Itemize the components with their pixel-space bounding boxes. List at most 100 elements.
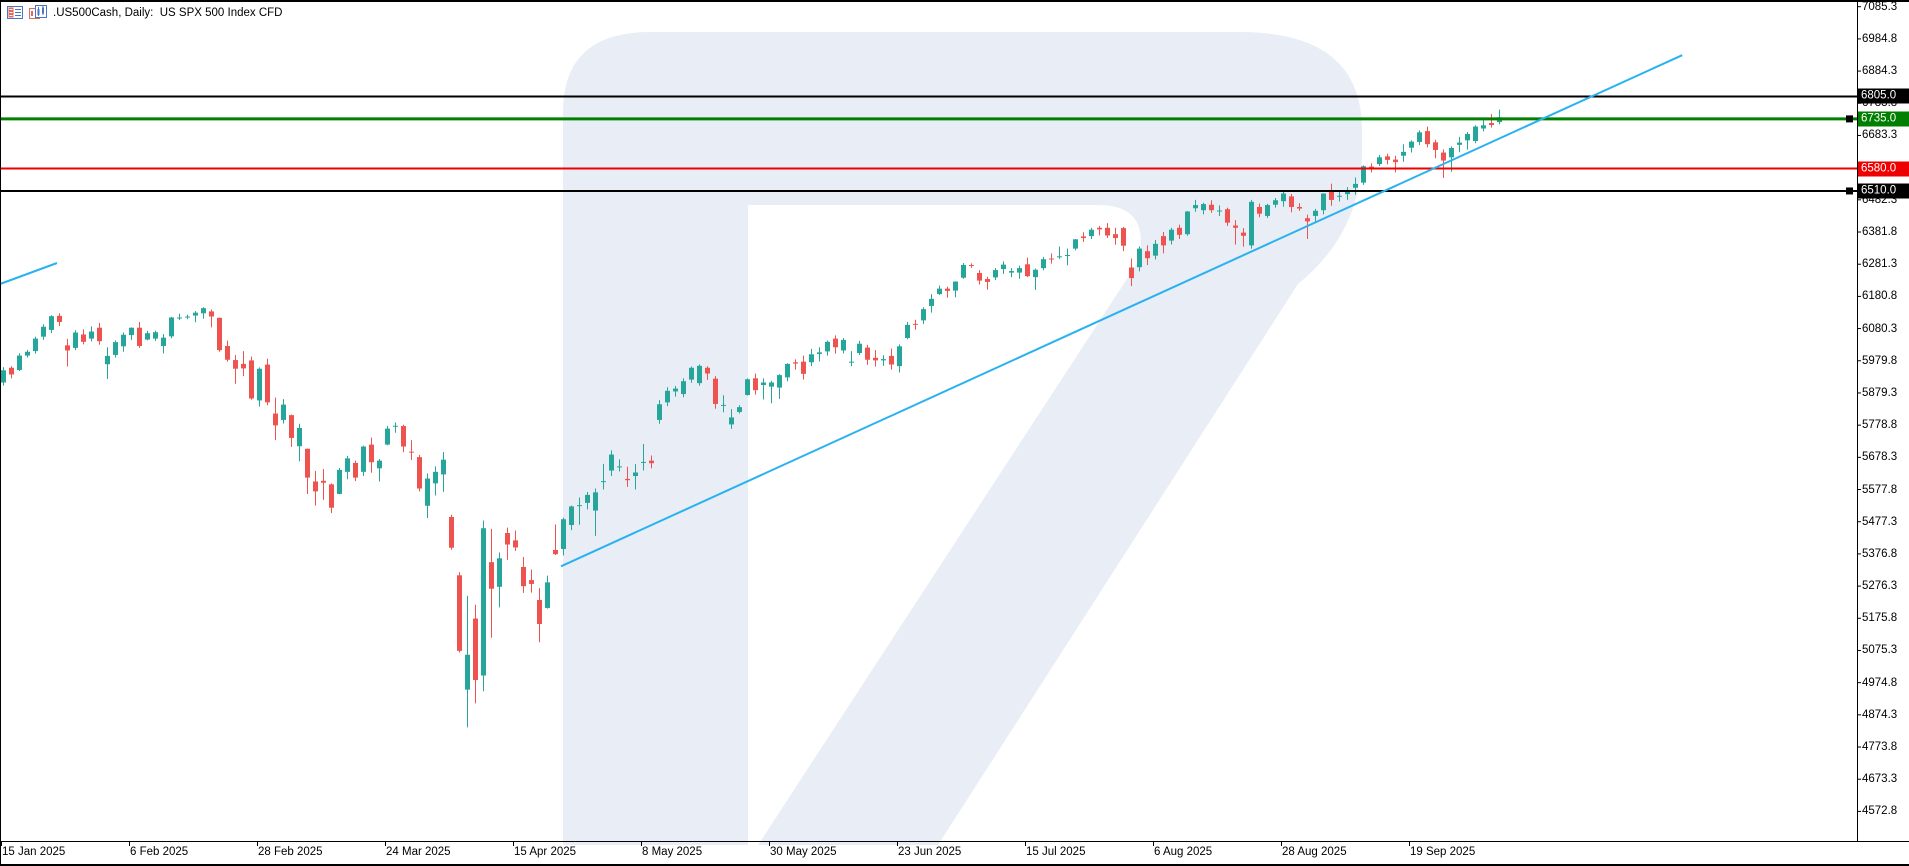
candle-body bbox=[1169, 229, 1174, 241]
candle-body bbox=[249, 360, 254, 399]
journal-icon bbox=[7, 6, 23, 19]
candle-body bbox=[1161, 236, 1166, 246]
price-line-badge: 6805.0 bbox=[1858, 88, 1909, 104]
candle-body bbox=[553, 549, 558, 555]
candle-body bbox=[1145, 251, 1150, 259]
candle-body bbox=[169, 317, 174, 337]
candle-body bbox=[273, 413, 278, 426]
candle-body bbox=[681, 381, 686, 395]
watermark-logo-bowl-leg bbox=[748, 32, 1362, 845]
candle-body bbox=[121, 334, 126, 347]
candle-body bbox=[201, 308, 206, 314]
price-axis-label: 7085.3 bbox=[1862, 0, 1898, 13]
candle-body bbox=[833, 338, 838, 348]
candle-body bbox=[1009, 271, 1014, 273]
candle-body bbox=[89, 331, 94, 339]
candle-body bbox=[489, 562, 494, 589]
candle-body bbox=[57, 315, 62, 322]
candle-body bbox=[857, 343, 862, 354]
candle-body bbox=[1369, 166, 1374, 168]
candle-body bbox=[209, 311, 214, 317]
candle-body bbox=[705, 367, 710, 374]
candle-body bbox=[1241, 232, 1246, 236]
price-axis-label: 6080.3 bbox=[1862, 322, 1898, 335]
candle-body bbox=[1041, 259, 1046, 269]
candle-body bbox=[1193, 205, 1198, 209]
candle-body bbox=[657, 404, 662, 420]
candle-body bbox=[81, 334, 86, 342]
candle-body bbox=[737, 407, 742, 412]
candle-body bbox=[481, 528, 486, 676]
candle-body bbox=[1225, 209, 1230, 223]
candle-body bbox=[361, 446, 366, 472]
candle-body bbox=[529, 580, 534, 584]
price-axis-label: 6884.3 bbox=[1862, 65, 1898, 78]
candle-body bbox=[1057, 256, 1062, 258]
candle-body bbox=[433, 471, 438, 484]
candle-body bbox=[593, 492, 598, 511]
candle-body bbox=[225, 345, 230, 360]
candle-body bbox=[969, 264, 974, 266]
candle-body bbox=[1473, 126, 1478, 141]
candle-body bbox=[1233, 225, 1238, 228]
candle-body bbox=[313, 481, 318, 492]
line-selection-handle[interactable] bbox=[1846, 187, 1853, 195]
candle-body bbox=[945, 288, 950, 291]
candle-body bbox=[713, 378, 718, 404]
candle-body bbox=[193, 312, 198, 316]
candle-body bbox=[865, 347, 870, 360]
candle-body bbox=[953, 281, 958, 291]
candle-body bbox=[1017, 268, 1022, 273]
candle-body bbox=[673, 388, 678, 392]
candle-body bbox=[761, 382, 766, 386]
ascending-trendline[interactable] bbox=[560, 54, 1683, 568]
candle-body bbox=[241, 363, 246, 369]
candle-body bbox=[1209, 204, 1214, 211]
candle-body bbox=[537, 599, 542, 624]
time-axis-label: 15 Jan 2025 bbox=[2, 846, 66, 858]
price-axis-label: 5879.3 bbox=[1862, 386, 1898, 399]
candle-body bbox=[305, 448, 310, 478]
candle-body bbox=[265, 364, 270, 403]
time-axis-label: 15 Apr 2025 bbox=[514, 846, 577, 858]
trendline-fragment[interactable] bbox=[0, 262, 58, 285]
time-axis-label: 6 Aug 2025 bbox=[1154, 846, 1213, 858]
candle-body bbox=[409, 451, 414, 453]
candle-body bbox=[1033, 269, 1038, 278]
candle-body bbox=[289, 415, 294, 438]
time-axis-label: 19 Sep 2025 bbox=[1410, 846, 1476, 858]
candle-body bbox=[1409, 141, 1414, 148]
candle-body bbox=[297, 427, 302, 447]
candle-body bbox=[929, 298, 934, 306]
candle-body bbox=[521, 566, 526, 587]
candle-body bbox=[1385, 156, 1390, 160]
candle-body bbox=[473, 618, 478, 681]
candle-body bbox=[1185, 211, 1190, 235]
candle-body bbox=[457, 575, 462, 651]
time-axis-label: 8 May 2025 bbox=[642, 846, 703, 858]
candle-body bbox=[369, 444, 374, 463]
candle-body bbox=[1249, 201, 1254, 246]
candle-body bbox=[1265, 205, 1270, 216]
line-selection-handle[interactable] bbox=[1846, 115, 1853, 123]
candle-body bbox=[689, 367, 694, 380]
time-axis-label: 30 May 2025 bbox=[770, 846, 837, 858]
price-axis-label: 5276.3 bbox=[1862, 580, 1898, 593]
candle-body bbox=[1305, 218, 1310, 222]
candle-body bbox=[1393, 159, 1398, 163]
price-axis-label: 5376.8 bbox=[1862, 547, 1898, 560]
time-axis-label: 28 Feb 2025 bbox=[258, 846, 323, 858]
candle-body bbox=[873, 357, 878, 361]
price-axis-label: 4572.8 bbox=[1862, 805, 1898, 818]
price-axis-label: 6984.8 bbox=[1862, 32, 1898, 45]
candle-body bbox=[1489, 123, 1494, 125]
candle-body bbox=[1089, 229, 1094, 237]
candle-body bbox=[393, 425, 398, 427]
price-line-badge: 6580.0 bbox=[1858, 161, 1909, 177]
candle-body bbox=[569, 506, 574, 526]
candle-body bbox=[401, 426, 406, 447]
candle-body bbox=[1433, 142, 1438, 150]
time-axis-label: 24 Mar 2025 bbox=[386, 846, 451, 858]
candle-body bbox=[921, 309, 926, 321]
